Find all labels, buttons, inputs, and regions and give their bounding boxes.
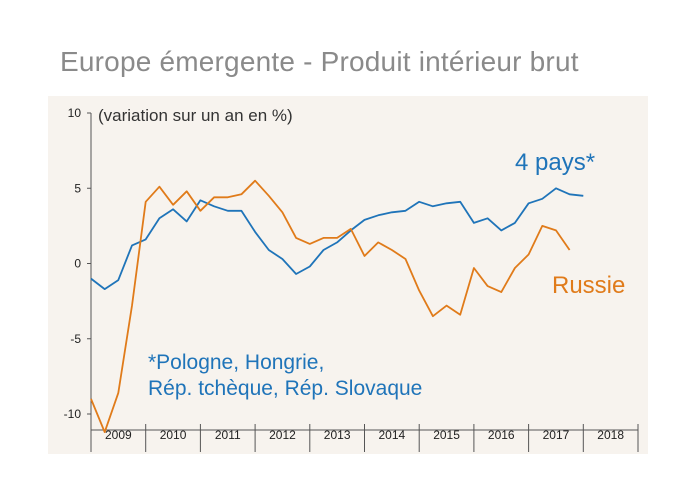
y-tick-label: -10 (64, 407, 82, 421)
x-tick-label: 2014 (378, 428, 405, 442)
x-tick-label: 2011 (215, 428, 241, 442)
x-tick-label: 2009 (105, 428, 132, 442)
series-lines (90, 179, 584, 433)
y-tick-label: 0 (74, 257, 81, 271)
x-tick-label: 2010 (160, 428, 187, 442)
note-line-1: *Pologne, Hongrie, (148, 351, 324, 374)
x-tick-label: 2012 (269, 428, 296, 442)
note-line-2: Rép. tchèque, Rép. Slovaque (148, 377, 422, 400)
series-label-russie: Russie (552, 272, 625, 299)
x-tick-label: 2016 (488, 428, 515, 442)
y-axis-label: (variation sur un an en %) (98, 106, 293, 125)
axes: 10 5 0 -5 -10 2009 2010 2011 2012 2013 2014 2015 201… (64, 106, 639, 452)
series-label-4-pays: 4 pays* (515, 149, 595, 176)
y-tick-label: -5 (70, 332, 81, 346)
x-tick-label: 2018 (597, 428, 624, 442)
y-tick-label: 10 (68, 106, 82, 120)
y-tick-label: 5 (74, 181, 81, 195)
series-line-russie (90, 179, 571, 433)
series-line-4-pays (90, 187, 584, 290)
x-tick-label: 2015 (433, 428, 460, 442)
x-tick-label: 2013 (324, 428, 351, 442)
x-tick-label: 2017 (543, 428, 570, 442)
chart-title: Europe émergente - Produit intérieur bru… (60, 46, 579, 77)
plot-panel (48, 96, 648, 454)
